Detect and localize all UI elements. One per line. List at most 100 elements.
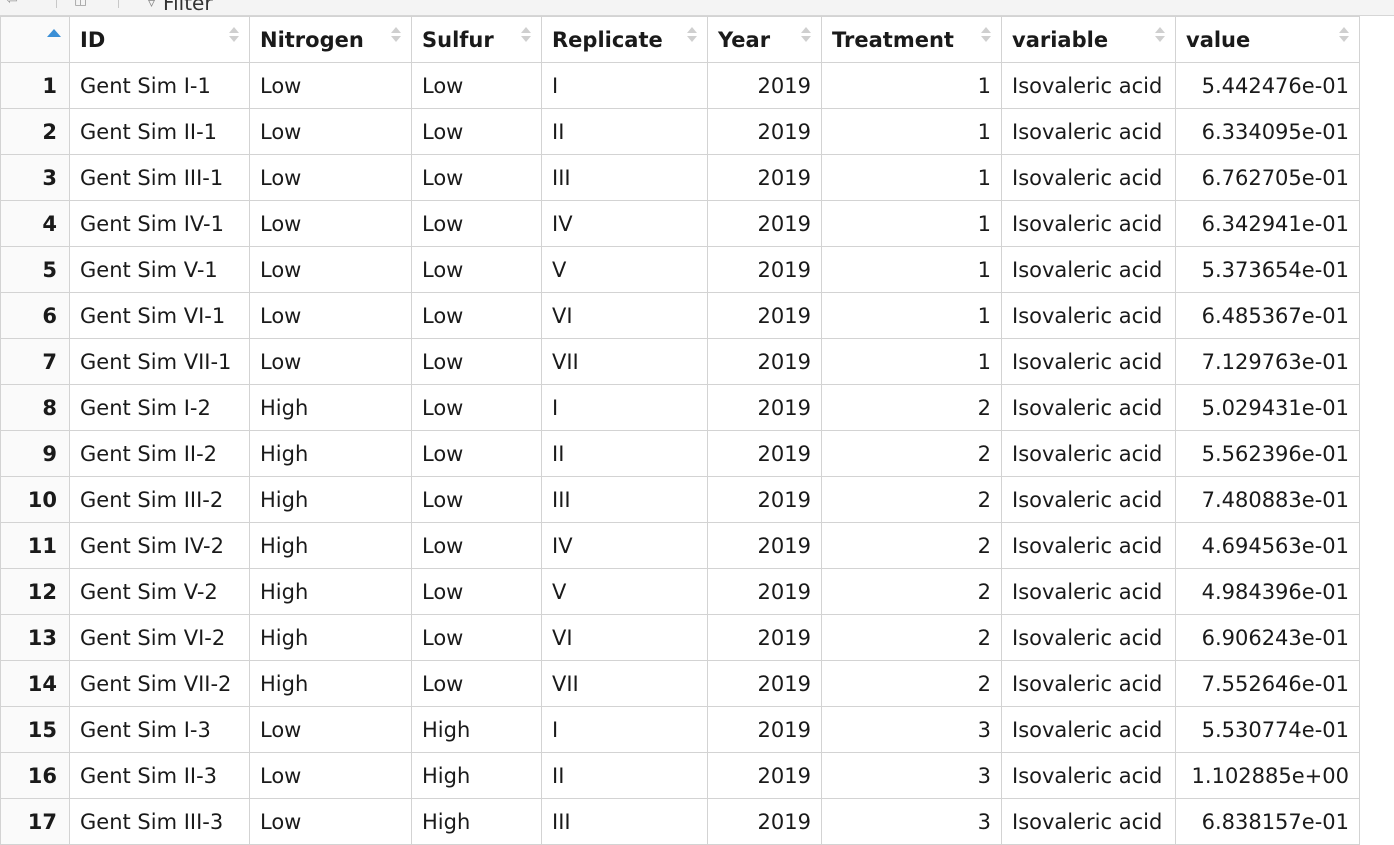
row-number: 7 — [0, 338, 70, 385]
column-header-replicate[interactable]: Replicate — [541, 16, 708, 63]
table-cell-sulfur: High — [411, 798, 542, 845]
table-cell-replicate: II — [541, 108, 708, 155]
table-cell-id: Gent Sim IV-1 — [69, 200, 250, 247]
table-cell-year: 2019 — [707, 430, 822, 477]
table-row: 11 Gent Sim IV-2 High Low IV 2019 2 Isovaleric … — [0, 522, 1360, 569]
table-cell-treatment: 2 — [821, 660, 1002, 707]
table-cell-variable: Isovaleric acid — [1001, 246, 1176, 293]
sort-toggle-icon[interactable] — [391, 25, 401, 43]
table-cell-nitrogen: Low — [249, 706, 412, 753]
table-cell-variable: Isovaleric acid — [1001, 752, 1176, 799]
table-cell-nitrogen: High — [249, 384, 412, 431]
table-cell-nitrogen: Low — [249, 200, 412, 247]
table-cell-id: Gent Sim V-2 — [69, 568, 250, 615]
table-cell-nitrogen: Low — [249, 752, 412, 799]
table-cell-id: Gent Sim III-2 — [69, 476, 250, 523]
table-cell-id: Gent Sim II-1 — [69, 108, 250, 155]
table-row: 4 Gent Sim IV-1 Low Low IV 2019 1 Isovaleric ac… — [0, 200, 1360, 247]
table-cell-sulfur: High — [411, 752, 542, 799]
table-cell-value: 5.442476e-01 — [1175, 62, 1360, 109]
column-header-nitrogen[interactable]: Nitrogen — [249, 16, 412, 63]
table-cell-variable: Isovaleric acid — [1001, 62, 1176, 109]
table-cell-nitrogen: Low — [249, 246, 412, 293]
table-cell-treatment: 1 — [821, 200, 1002, 247]
table-cell-treatment: 2 — [821, 476, 1002, 523]
popout-icon[interactable]: ◫ — [74, 0, 88, 8]
table-cell-replicate: IV — [541, 522, 708, 569]
table-cell-treatment: 3 — [821, 798, 1002, 845]
row-number: 10 — [0, 476, 70, 523]
column-header-id[interactable]: ID — [69, 16, 250, 63]
table-cell-nitrogen: High — [249, 522, 412, 569]
row-number: 5 — [0, 246, 70, 293]
table-cell-year: 2019 — [707, 246, 822, 293]
column-header-treatment[interactable]: Treatment — [821, 16, 1002, 63]
table-cell-treatment: 2 — [821, 430, 1002, 477]
table-cell-nitrogen: High — [249, 568, 412, 615]
table-row: 2 Gent Sim II-1 Low Low II 2019 1 Isovaleric ac… — [0, 108, 1360, 155]
table-cell-sulfur: Low — [411, 660, 542, 707]
column-header-variable[interactable]: variable — [1001, 16, 1176, 63]
table-row: 15 Gent Sim I-3 Low High I 2019 3 Isovaleric ac… — [0, 706, 1360, 753]
table-cell-id: Gent Sim II-3 — [69, 752, 250, 799]
table-cell-replicate: I — [541, 384, 708, 431]
table-cell-replicate: III — [541, 476, 708, 523]
table-cell-nitrogen: High — [249, 430, 412, 477]
table-cell-year: 2019 — [707, 384, 822, 431]
column-header-label: variable — [1012, 27, 1109, 52]
table-cell-treatment: 1 — [821, 154, 1002, 201]
table-row: 7 Gent Sim VII-1 Low Low VII 2019 1 Isovaleric … — [0, 338, 1360, 385]
table-cell-variable: Isovaleric acid — [1001, 108, 1176, 155]
table-cell-treatment: 2 — [821, 614, 1002, 661]
table-cell-variable: Isovaleric acid — [1001, 660, 1176, 707]
table-cell-replicate: III — [541, 798, 708, 845]
table-cell-variable: Isovaleric acid — [1001, 522, 1176, 569]
filter-icon: ▿ — [148, 0, 156, 11]
column-header-value[interactable]: value — [1175, 16, 1360, 63]
filter-label: Filter — [163, 0, 213, 15]
table-cell-year: 2019 — [707, 568, 822, 615]
table-cell-nitrogen: High — [249, 476, 412, 523]
table-cell-nitrogen: Low — [249, 62, 412, 109]
table-cell-replicate: VII — [541, 660, 708, 707]
sort-toggle-icon[interactable] — [1155, 25, 1165, 43]
sort-toggle-icon[interactable] — [521, 25, 531, 43]
table-cell-variable: Isovaleric acid — [1001, 384, 1176, 431]
table-cell-value: 4.984396e-01 — [1175, 568, 1360, 615]
sort-toggle-icon[interactable] — [1339, 25, 1349, 43]
row-number: 14 — [0, 660, 70, 707]
table-row: 17 Gent Sim III-3 Low High III 2019 3 Isovaleri… — [0, 798, 1360, 845]
sort-toggle-icon[interactable] — [687, 25, 697, 43]
data-viewer-toolbar: ⇦ ◫ ▿ Filter — [0, 0, 1394, 16]
sort-toggle-icon[interactable] — [981, 25, 991, 43]
table-cell-treatment: 1 — [821, 292, 1002, 339]
table-cell-replicate: II — [541, 752, 708, 799]
table-cell-treatment: 3 — [821, 752, 1002, 799]
table-cell-id: Gent Sim VII-1 — [69, 338, 250, 385]
table-cell-treatment: 2 — [821, 568, 1002, 615]
table-cell-sulfur: Low — [411, 476, 542, 523]
filter-button[interactable]: ▿ Filter — [148, 0, 213, 15]
table-cell-treatment: 1 — [821, 246, 1002, 293]
table-row: 14 Gent Sim VII-2 High Low VII 2019 2 Isovaleri… — [0, 660, 1360, 707]
column-header-year[interactable]: Year — [707, 16, 822, 63]
table-row: 16 Gent Sim II-3 Low High II 2019 3 Isovaleric … — [0, 752, 1360, 799]
table-cell-value: 7.480883e-01 — [1175, 476, 1360, 523]
table-cell-nitrogen: Low — [249, 798, 412, 845]
table-cell-sulfur: Low — [411, 430, 542, 477]
table-cell-value: 6.334095e-01 — [1175, 108, 1360, 155]
table-cell-variable: Isovaleric acid — [1001, 338, 1176, 385]
table-cell-replicate: IV — [541, 200, 708, 247]
table-body: 1 Gent Sim I-1 Low Low I 2019 1 Isovaleric acid… — [0, 62, 1360, 845]
sort-toggle-icon[interactable] — [801, 25, 811, 43]
table-cell-treatment: 1 — [821, 338, 1002, 385]
table-cell-variable: Isovaleric acid — [1001, 430, 1176, 477]
sort-toggle-icon[interactable] — [229, 25, 239, 43]
table-cell-sulfur: Low — [411, 200, 542, 247]
table-cell-year: 2019 — [707, 200, 822, 247]
table-cell-sulfur: Low — [411, 62, 542, 109]
row-number-header[interactable] — [0, 16, 70, 63]
table-cell-year: 2019 — [707, 752, 822, 799]
back-arrow-icon[interactable]: ⇦ — [6, 0, 18, 8]
column-header-sulfur[interactable]: Sulfur — [411, 16, 542, 63]
